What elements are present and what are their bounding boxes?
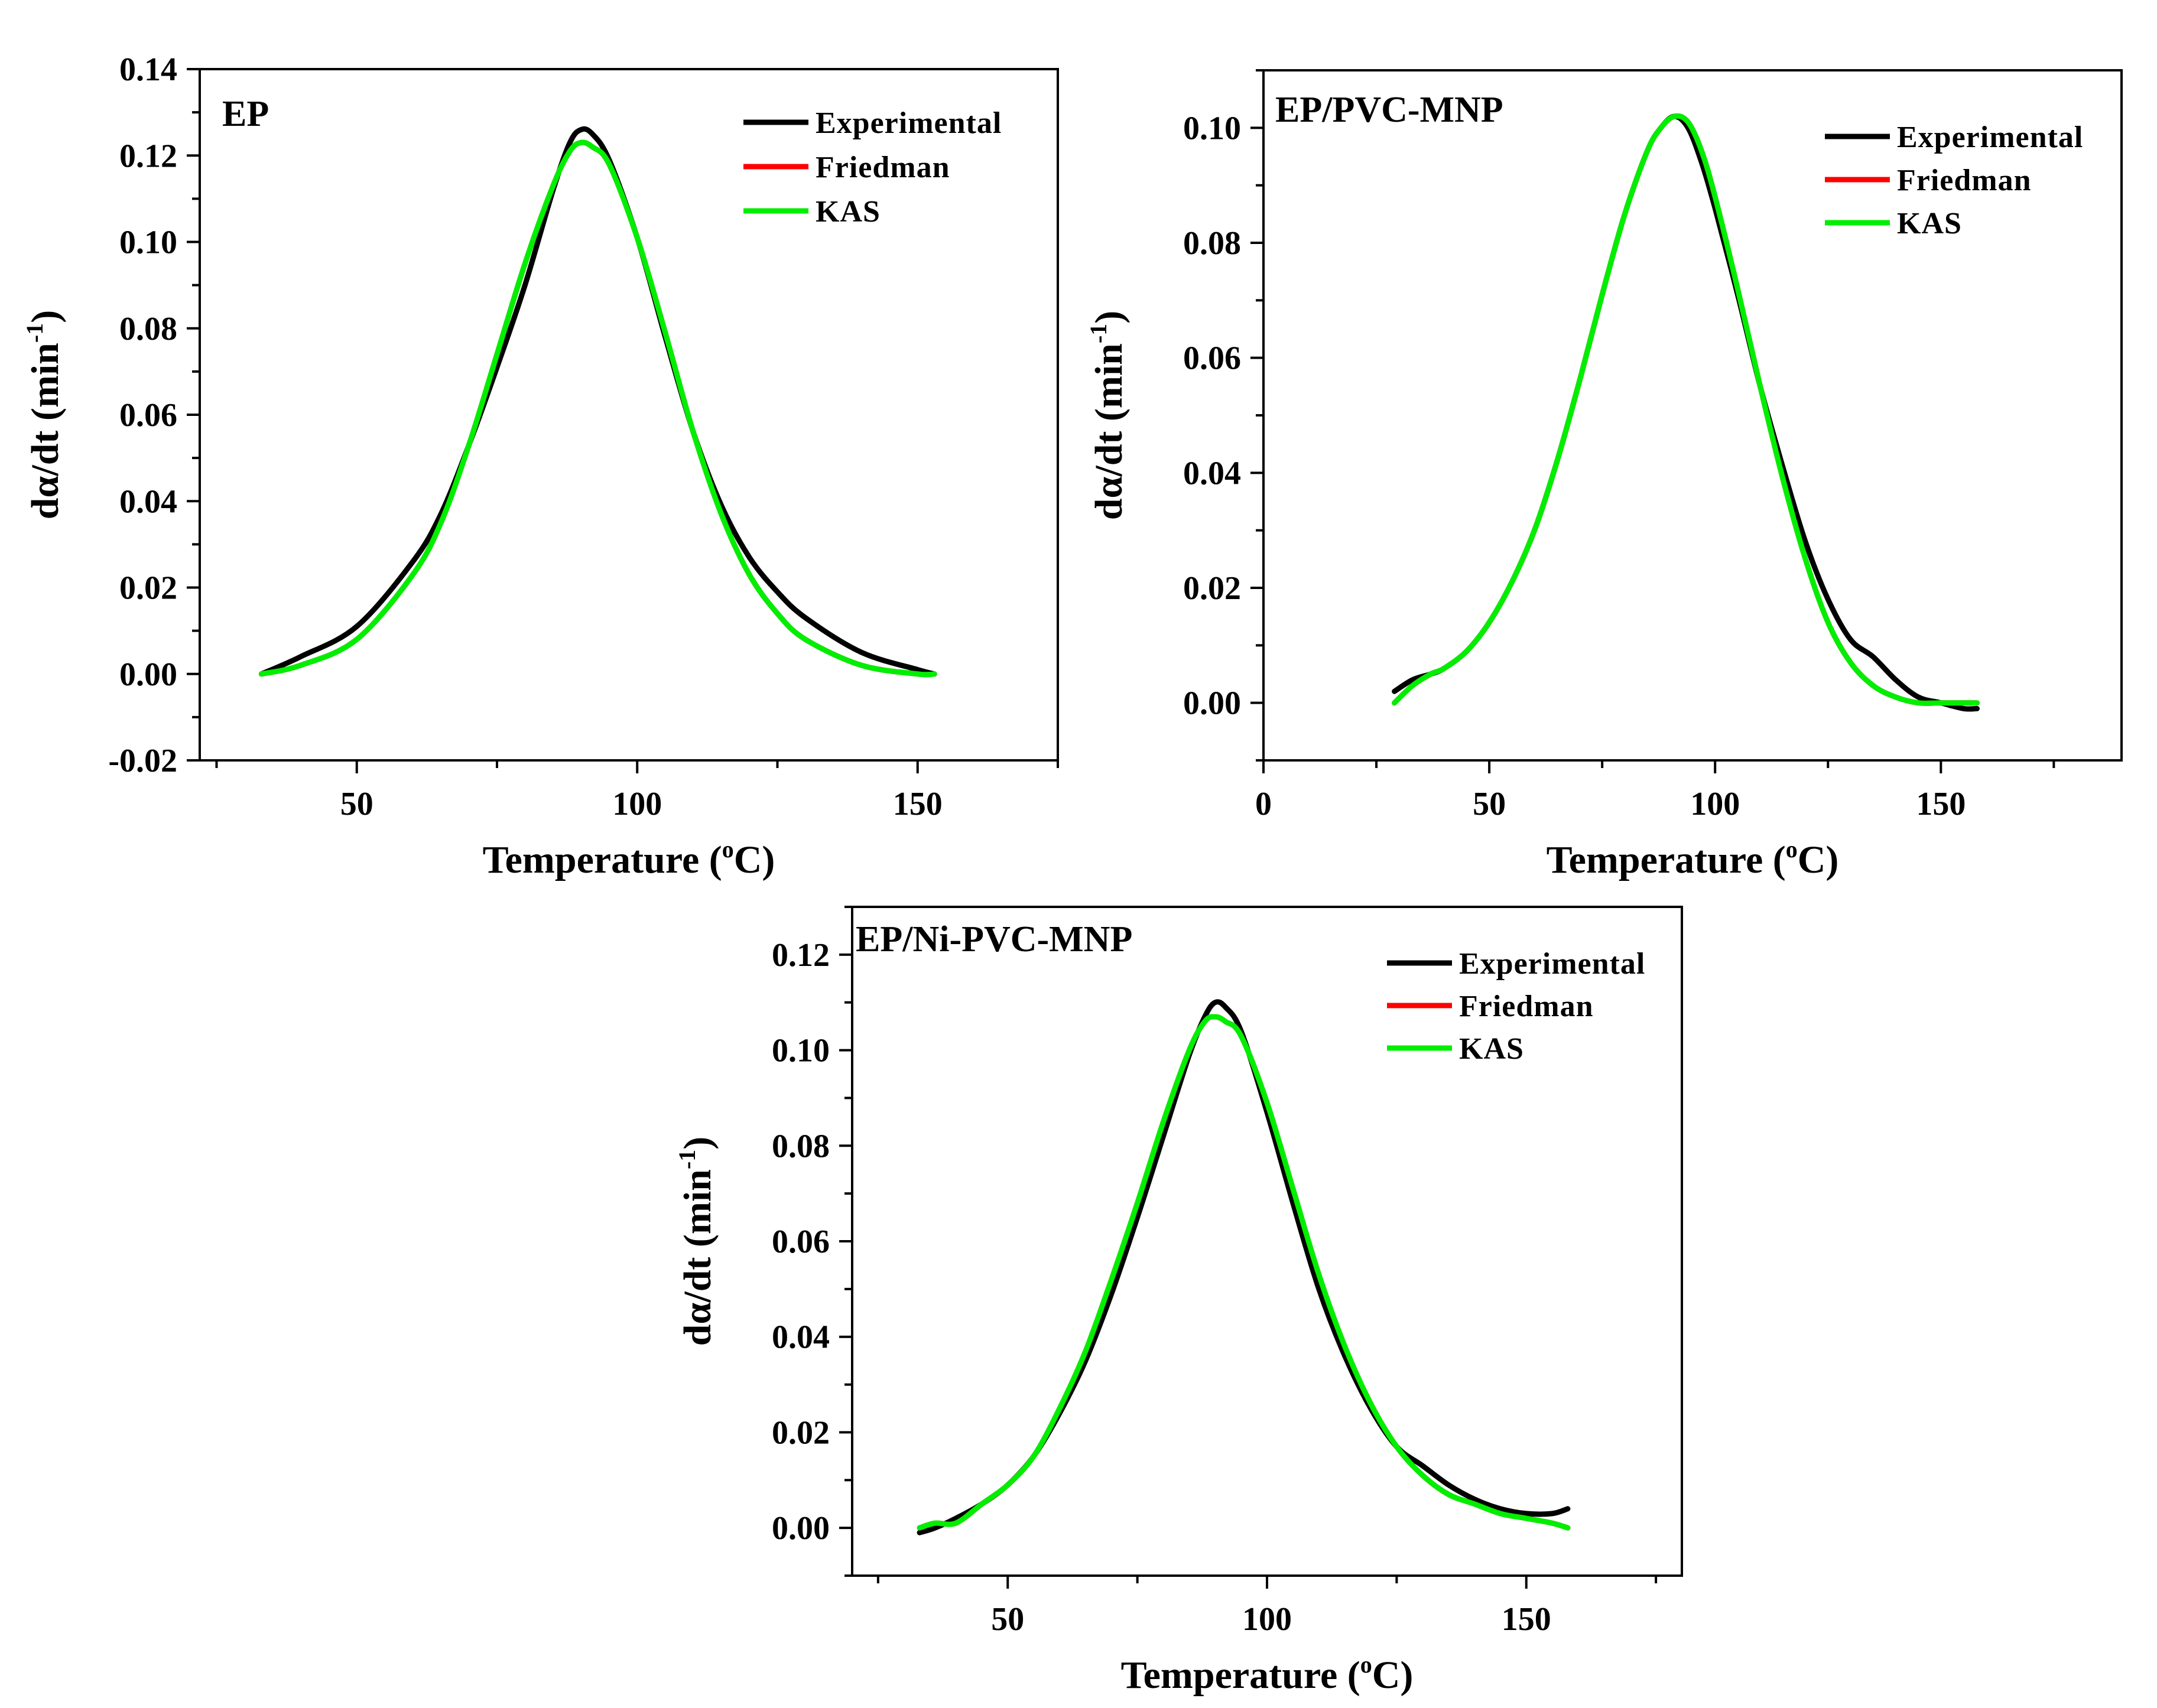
- x-tick-label: 50: [1473, 786, 1506, 822]
- y-tick-label: 0.06: [1183, 340, 1241, 377]
- legend-label-experimental: Experimental: [1459, 947, 1645, 981]
- y-tick-label: 0.02: [1183, 570, 1241, 607]
- y-axis-title-text: dα/dt (min: [1087, 343, 1131, 520]
- legend-label-experimental: Experimental: [1897, 121, 2083, 154]
- y-axis-title-exponent: -1: [674, 1150, 700, 1169]
- legend-label-kas: KAS: [1459, 1032, 1524, 1066]
- series-line-kas: [1392, 113, 1980, 706]
- x-axis-title-degree: o: [1360, 1651, 1372, 1678]
- y-axis-title-exponent: -1: [21, 323, 48, 343]
- x-tick-label: 150: [1502, 1601, 1551, 1638]
- y-axis-title-end: ): [676, 1137, 719, 1150]
- y-tick-label: 0.10: [119, 225, 177, 261]
- x-tick-label: 150: [1916, 786, 1966, 822]
- y-tick-label: 0.00: [772, 1510, 830, 1547]
- y-tick-label: 0.08: [772, 1128, 830, 1164]
- y-axis-title-text: dα/dt (min: [24, 343, 67, 519]
- x-axis-title-degree: o: [722, 836, 734, 863]
- y-tick-label: 0.08: [119, 311, 177, 347]
- y-tick-label: 0.02: [119, 570, 177, 607]
- y-tick-label: -0.02: [108, 743, 177, 779]
- x-axis-title-unit: C): [1798, 838, 1839, 881]
- y-tick-label: 0.12: [772, 937, 830, 974]
- y-tick-label: 0.04: [119, 483, 177, 520]
- legend-label-friedman: Friedman: [816, 151, 950, 184]
- legend-label-kas: KAS: [1897, 207, 1962, 240]
- y-tick-label: 0.14: [119, 51, 177, 88]
- x-tick-label: 100: [612, 786, 662, 822]
- y-tick-label: 0.06: [772, 1224, 830, 1260]
- y-axis-title-end: ): [24, 310, 67, 323]
- y-axis-title-exponent: -1: [1085, 324, 1112, 343]
- y-axis-title: dα/dt (min-1): [21, 310, 67, 519]
- x-tick-label: 150: [893, 786, 943, 822]
- x-axis-title: Temperature (oC): [1547, 836, 1839, 881]
- y-tick-label: 0.08: [1183, 225, 1241, 262]
- legend-label-experimental: Experimental: [816, 106, 1002, 140]
- y-axis-title-end: ): [1087, 311, 1131, 324]
- chart-panel-2: 0 50 100 150 0.00 0.02 0.04 0.06 0.08 0.10 Tempera…: [1085, 69, 2123, 881]
- series-line-kas: [917, 1014, 1571, 1531]
- legend-label-friedman: Friedman: [1897, 164, 2032, 197]
- legend-label-kas: KAS: [816, 195, 881, 229]
- y-tick-label: 0.12: [119, 138, 177, 174]
- y-tick-label: 0.06: [119, 397, 177, 434]
- x-axis-title: Temperature (oC): [1121, 1651, 1414, 1697]
- x-axis-title-degree: o: [1786, 836, 1798, 863]
- x-axis-title-text: Temperature (: [1121, 1654, 1360, 1697]
- legend-label-friedman: Friedman: [1459, 990, 1594, 1023]
- y-axis-title: dα/dt (min-1): [674, 1137, 719, 1346]
- chart-panel-3: 50 100 150 0.00 0.02 0.04 0.06 0.08 0.10 0.12 Temp…: [674, 906, 1683, 1697]
- x-axis-title-text: Temperature (: [1547, 838, 1786, 881]
- chart-panel-1: 50 100 150 -0.02 0.00 0.02 0.04 0.06 0.08 0.10 0.1…: [21, 51, 1059, 881]
- y-tick-label: 0.04: [1183, 455, 1241, 492]
- y-tick-label: 0.02: [772, 1414, 830, 1451]
- panel-label: EP: [222, 94, 269, 134]
- series-line-experimental: [258, 126, 937, 677]
- y-tick-label: 0.00: [1183, 685, 1241, 722]
- series-line-kas: [258, 139, 937, 678]
- y-tick-label: 0.00: [119, 656, 177, 693]
- y-axis-title: dα/dt (min-1): [1085, 311, 1131, 520]
- x-tick-label: 50: [340, 786, 373, 822]
- x-tick-label: 0: [1255, 786, 1272, 822]
- y-tick-label: 0.10: [1183, 110, 1241, 147]
- x-axis-title-unit: C): [734, 838, 775, 881]
- y-tick-label: 0.10: [772, 1033, 830, 1069]
- x-axis-title-unit: C): [1372, 1654, 1414, 1697]
- panel-label: EP/PVC-MNP: [1275, 90, 1503, 130]
- x-tick-label: 100: [1690, 786, 1740, 822]
- x-tick-label: 50: [991, 1601, 1024, 1638]
- x-tick-label: 100: [1242, 1601, 1292, 1638]
- y-tick-label: 0.04: [772, 1319, 830, 1356]
- x-axis-title: Temperature (oC): [483, 836, 775, 881]
- panel-label: EP/Ni-PVC-MNP: [856, 919, 1132, 959]
- y-axis-title-text: dα/dt (min: [676, 1169, 719, 1346]
- x-axis-title-text: Temperature (: [483, 838, 722, 881]
